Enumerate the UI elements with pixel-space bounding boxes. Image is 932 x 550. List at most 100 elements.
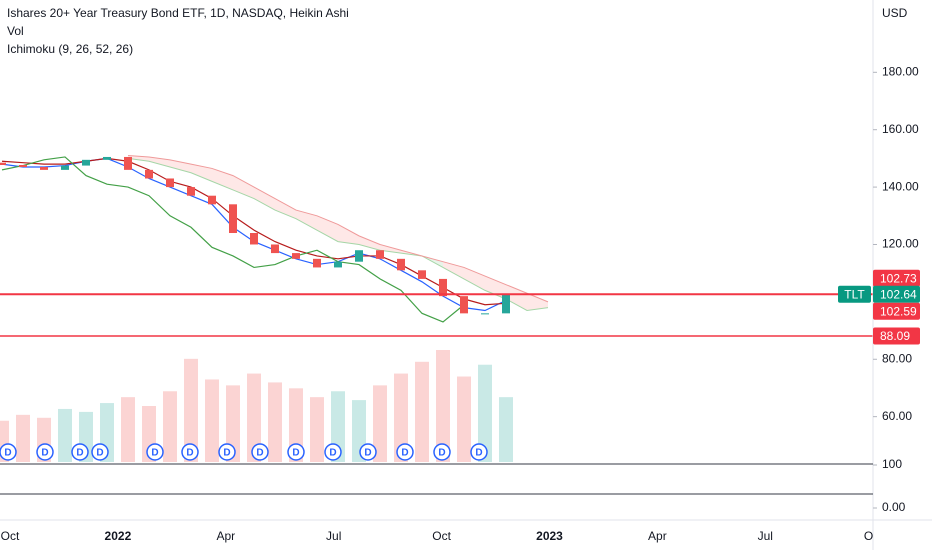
dividend-label: D [438, 448, 445, 459]
volume-bar [226, 385, 240, 462]
dividend-marker [71, 443, 89, 461]
candle-body [40, 167, 48, 170]
volume-bar [289, 388, 303, 462]
dividend-label: D [41, 448, 48, 459]
cloud-fill [359, 235, 380, 251]
candle-body [334, 261, 342, 268]
candle-body [19, 164, 27, 168]
dividend-label: D [401, 448, 408, 459]
cloud-fill [275, 198, 296, 219]
cloud-fill [485, 276, 506, 300]
candle-body [376, 250, 384, 259]
candle-body [166, 178, 174, 188]
x-tick-label: Oct [432, 529, 451, 543]
dividend-label: D [475, 448, 482, 459]
dividend-label: D [292, 448, 299, 459]
y-tick-label: 180.00 [882, 64, 919, 78]
price-label: 88.09 [880, 329, 910, 343]
dividend-label: D [364, 448, 371, 459]
y-tick-label: 120.00 [882, 237, 919, 251]
volume-bar [478, 364, 492, 462]
x-tick-label: Oct [864, 529, 883, 543]
volume-bar [58, 408, 72, 462]
x-tick-label: Jul [758, 529, 773, 543]
x-tick-label: Apr [648, 529, 667, 543]
dividend-label: D [223, 448, 230, 459]
volume-bar [0, 420, 9, 462]
dividend-label: D [4, 448, 11, 459]
candle-body [229, 204, 237, 234]
cloud-fill [443, 261, 464, 279]
cloud-fill [296, 210, 317, 231]
candle-body [355, 250, 363, 262]
volume-bar [268, 382, 282, 462]
volume-bar [394, 373, 408, 462]
candle-body [502, 294, 510, 314]
price-label: 102.59 [880, 304, 917, 318]
dividend-marker [146, 443, 164, 461]
candle-body [208, 195, 216, 205]
cloud-fill [233, 175, 254, 199]
price-label-box [873, 327, 920, 345]
dividend-label: D [256, 448, 263, 459]
x-tick-label: Oct [1, 529, 20, 543]
y-tick-label: 0.00 [882, 500, 906, 514]
volume-bar [163, 391, 177, 462]
dividend-marker [359, 443, 377, 461]
cloud-fill [527, 293, 548, 311]
legend-vol: Vol [7, 24, 24, 38]
candle-body [271, 244, 279, 254]
candle-body [397, 258, 405, 271]
dividend-label: D [76, 448, 83, 459]
x-tick-label: Apr [216, 529, 235, 543]
cloud-fill [338, 224, 359, 245]
cloud-fill [254, 187, 275, 211]
candle-body [418, 270, 426, 279]
volume-bar [499, 397, 513, 462]
dividend-marker [0, 443, 17, 461]
candle-body [292, 253, 300, 259]
cloud-fill [191, 164, 212, 182]
dividend-marker [470, 443, 488, 461]
currency-label: USD [882, 6, 908, 20]
volume-bar [457, 376, 471, 462]
candle-body [124, 156, 132, 170]
volume-bar [436, 350, 450, 462]
candle-body [103, 156, 111, 160]
symbol-box [838, 285, 871, 303]
candle-body [460, 296, 468, 314]
candle-body [439, 278, 447, 297]
volume-bar [184, 358, 198, 462]
y-tick-label: 160.00 [882, 122, 919, 136]
dividend-label: D [96, 448, 103, 459]
dividend-marker [287, 443, 305, 461]
x-tick-label: 2023 [536, 529, 563, 543]
cloud-fill [464, 267, 485, 291]
dividend-marker [324, 443, 342, 461]
y-tick-label: 140.00 [882, 179, 919, 193]
cloud-fill [212, 168, 233, 190]
ichimoku-line [127, 155, 549, 303]
volume-bar [121, 397, 135, 462]
legend-title: Ishares 20+ Year Treasury Bond ETF, 1D, … [7, 6, 349, 20]
dividend-marker [91, 443, 109, 461]
x-tick-label: 2022 [105, 529, 132, 543]
y-tick-label: 60.00 [882, 409, 912, 423]
time-axis: Oct 2022 Apr Jul Oct 2023 Apr Jul Oct [1, 529, 883, 543]
volume-bar [415, 361, 429, 462]
legend-ichimoku: Ichimoku (9, 26, 52, 26) [7, 42, 133, 56]
volume-bar [205, 379, 219, 462]
candle-body [250, 233, 258, 245]
price-label-box [873, 285, 920, 303]
candle-body [145, 169, 153, 179]
candle-body [187, 187, 195, 196]
dividend-marker [251, 443, 269, 461]
price-label-box [873, 302, 920, 320]
volume-bar [247, 373, 261, 462]
dividend-label: D [186, 448, 193, 459]
dividend-label: D [151, 448, 158, 459]
volume-bar [373, 385, 387, 462]
candle-body [61, 165, 69, 170]
x-tick-label: Jul [326, 529, 341, 543]
dividend-marker [218, 443, 236, 461]
